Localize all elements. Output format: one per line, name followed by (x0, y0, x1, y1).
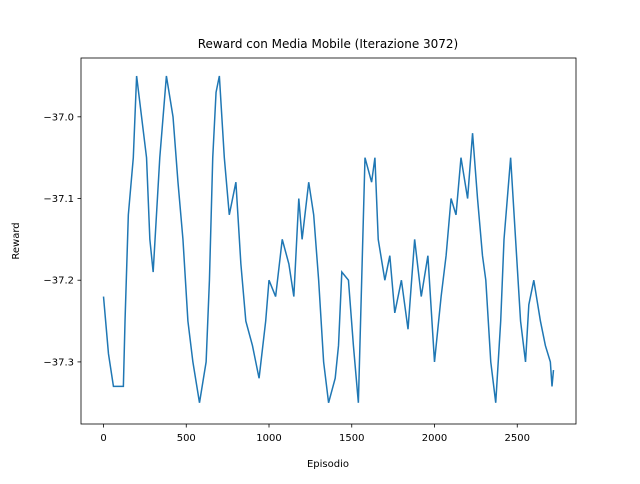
y-tick-label: −37.0 (43, 112, 74, 123)
x-tick-label: 2000 (422, 433, 447, 444)
x-axis-label: Episodio (307, 459, 349, 470)
line-series (102, 75, 555, 403)
chart-title: Reward con Media Mobile (Iterazione 3072… (198, 37, 459, 51)
x-tick-label: 500 (177, 433, 196, 444)
x-tick-label: 1500 (339, 433, 364, 444)
x-tick-label: 1000 (256, 433, 281, 444)
y-tick-label: −37.2 (43, 276, 74, 287)
y-tick-label: −37.3 (43, 357, 74, 368)
x-tick-label: 0 (100, 433, 106, 444)
x-tick-label: 2500 (505, 433, 530, 444)
y-axis-label: Reward (11, 222, 22, 259)
y-tick-label: −37.1 (43, 194, 74, 205)
plot-frame (80, 57, 577, 425)
